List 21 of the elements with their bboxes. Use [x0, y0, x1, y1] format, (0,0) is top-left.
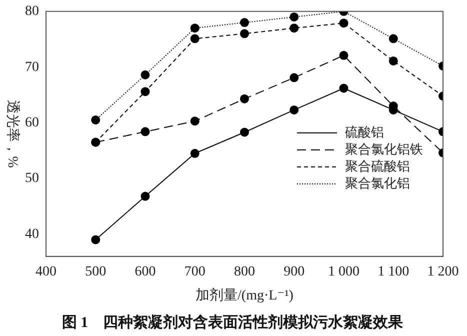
- y-tick-label: 50: [25, 171, 39, 186]
- y-axis-title: 透光率，%: [4, 100, 20, 168]
- x-tick-label: 1 200: [427, 264, 459, 280]
- y-tick-label: 40: [25, 226, 39, 242]
- x-tick-label: 800: [234, 264, 255, 280]
- y-tick-label: 60: [25, 115, 39, 130]
- y-tick-label: 70: [25, 60, 39, 75]
- x-tick-label: 1 100: [378, 264, 410, 280]
- x-tick-label: 500: [85, 264, 106, 280]
- legend-label: 硫酸铝: [345, 124, 384, 140]
- x-tick-label: 900: [284, 264, 305, 280]
- x-tick-label: 400: [36, 264, 56, 280]
- x-tick-label: 1 000: [328, 264, 360, 280]
- x-tick-label: 700: [184, 264, 206, 280]
- x-tick-label: 600: [134, 264, 156, 280]
- legend-label: 聚合氯化铝铁: [345, 141, 423, 156]
- x-axis-title: 加剂量/(mg·L⁻¹): [196, 287, 294, 304]
- text: 图 1 四种絮凝剂对含表面活性剂模拟污水絮凝效果: [62, 312, 404, 331]
- legend-label: 聚合硫酸铝: [345, 158, 410, 174]
- y-tick-label: 80: [25, 4, 39, 20]
- legend-label: 聚合氯化铝: [345, 175, 410, 190]
